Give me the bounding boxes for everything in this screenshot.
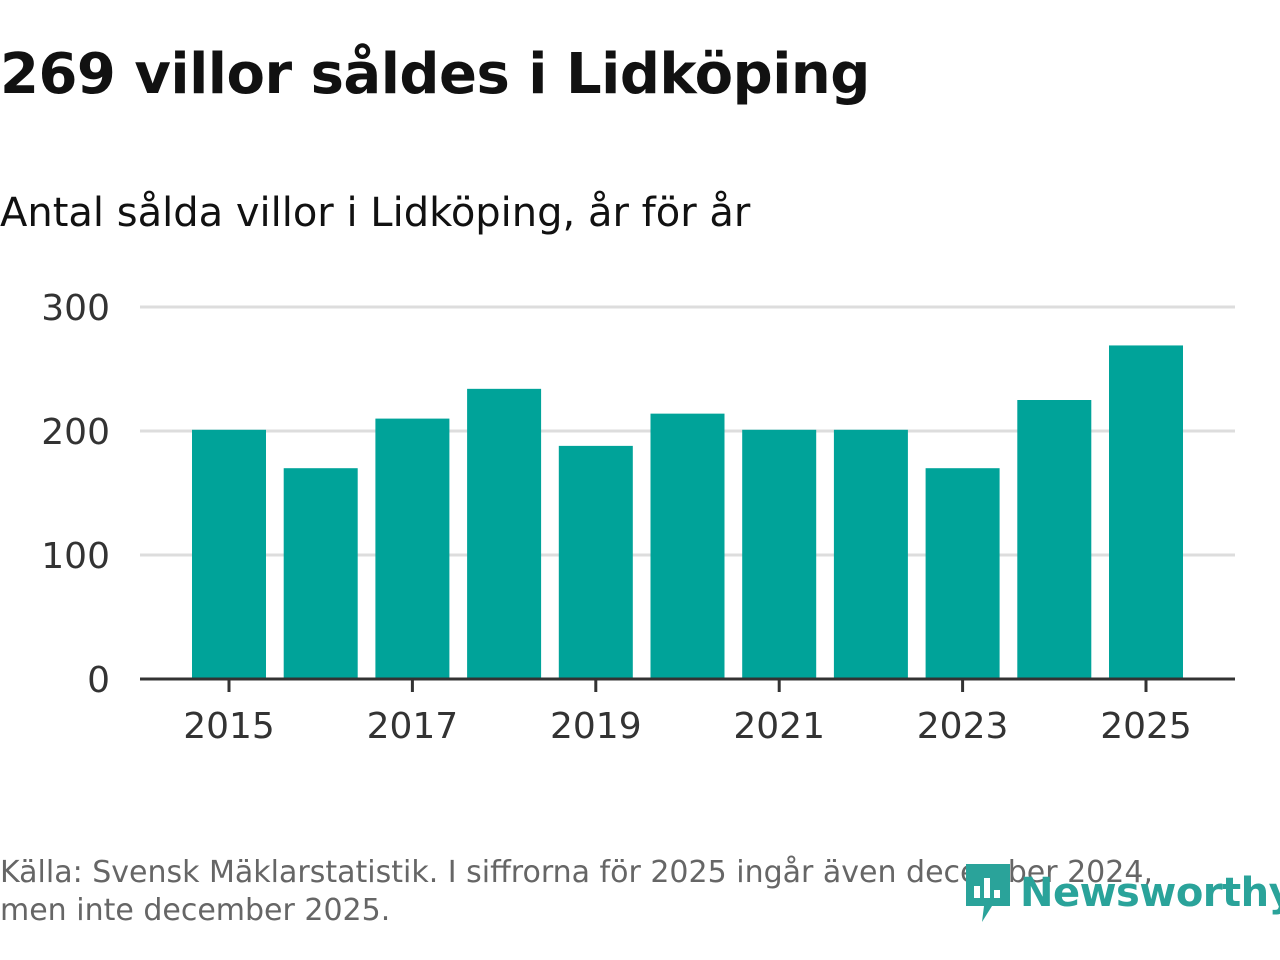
bar-2017	[375, 418, 450, 679]
chart-subtitle: Antal sålda villor i Lidköping, år för å…	[0, 190, 751, 236]
bar-2025	[1109, 345, 1183, 679]
bar-chart: 0 100 200 300 2015 2017 2019 2021 2023 2025	[41, 288, 1235, 747]
y-tick-label: 0	[87, 660, 110, 701]
bar-2023	[925, 468, 1000, 679]
logo-text: Newsworthy	[1020, 870, 1280, 916]
axes: 0 100 200 300 2015 2017 2019 2021 2023 2025	[41, 288, 1235, 747]
newsworthy-logo-icon	[966, 864, 1010, 922]
x-tick-label: 2015	[183, 706, 275, 747]
chart-title: 269 villor såldes i Lidköping	[0, 42, 870, 107]
source-note: Källa: Svensk Mäklarstatistik. I siffror…	[0, 855, 1153, 928]
x-tick-label: 2025	[1100, 706, 1192, 747]
bar-2018	[467, 388, 542, 679]
bar-2015	[192, 429, 266, 679]
y-tick-label: 300	[41, 288, 110, 329]
x-tick-label: 2021	[733, 706, 825, 747]
bar-2020	[650, 413, 725, 679]
newsworthy-logo: Newsworthy	[962, 858, 1280, 928]
y-tick-label: 200	[41, 412, 110, 453]
x-tick-label: 2019	[550, 706, 642, 747]
bars	[192, 345, 1183, 679]
bar-2024	[1017, 400, 1092, 679]
x-tick-label: 2017	[367, 706, 459, 747]
bar-2021	[742, 429, 817, 679]
bar-2019	[558, 445, 633, 679]
bar-2016	[283, 468, 358, 679]
bar-2022	[833, 429, 908, 679]
x-tick-label: 2023	[917, 706, 1009, 747]
y-tick-label: 100	[41, 536, 110, 577]
